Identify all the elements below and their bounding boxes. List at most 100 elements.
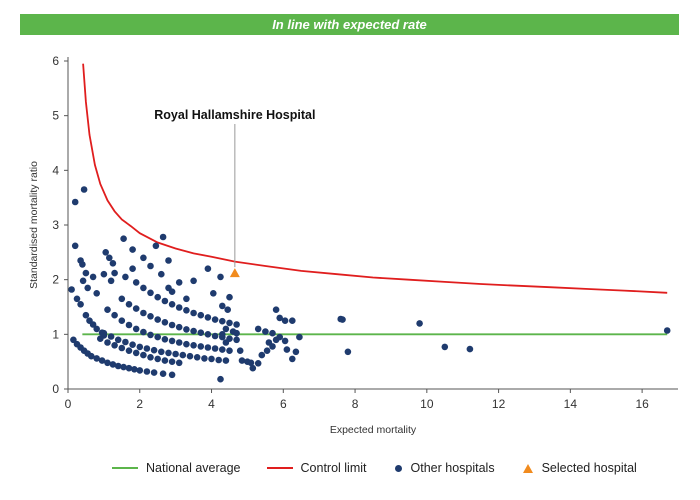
hospital-point [129,246,136,253]
legend-label: National average [146,461,241,475]
hospital-point [161,297,169,305]
hospital-point [219,317,226,325]
legend-label: Selected hospital [541,461,637,475]
hospital-point [344,348,352,356]
hospital-point [132,305,140,312]
hospital-point [204,344,212,351]
hospital-point [172,350,179,358]
legend-swatch-dot [394,464,402,472]
hospital-point [136,343,144,351]
hospital-point [88,352,95,360]
hospital-point [186,352,194,360]
hospital-point [161,336,169,343]
hospital-point [183,295,190,303]
hospital-point [161,319,169,326]
hospital-point [183,307,190,314]
hospital-point [193,354,201,361]
hospital-point [109,361,117,368]
legend-item-national-average: National average [112,461,241,475]
hospital-point [179,351,187,359]
y-tick-label: 0 [52,382,59,396]
hospital-point [233,321,240,328]
hospital-point [441,343,449,351]
hospital-point [109,260,117,267]
hospital-point [82,269,90,277]
hospital-point [132,279,140,286]
hospital-point [150,346,158,354]
hospital-point [80,186,88,193]
hospital-point [132,349,140,357]
hospital-point [263,347,271,355]
hospital-point [197,311,205,319]
hospital-point [208,355,215,363]
hospital-point [129,341,136,349]
hospital-point [219,346,226,353]
x-tick-label: 14 [564,397,578,411]
hospital-point [222,357,230,364]
legend: National average Control limit Other hos… [112,458,663,478]
hospital-point [118,344,126,352]
hospital-point [262,328,269,335]
hospital-point [147,331,154,339]
legend-item-control-limit: Control limit [266,461,367,475]
x-tick-label: 10 [420,397,434,411]
hospital-point [147,262,154,270]
hospital-point [107,277,115,285]
points-layer [68,186,671,383]
hospital-point [79,261,86,268]
hospital-point [143,368,151,375]
hospital-point [125,321,133,329]
hospital-point [190,327,197,335]
hospital-point [143,345,151,352]
hospital-point [111,269,118,277]
hospital-point [416,320,423,327]
x-tick-label: 4 [208,397,215,411]
hospital-point [281,317,289,325]
hospital-point [104,359,111,367]
hospital-point [222,339,230,346]
hospital-point [269,343,276,350]
hospital-point [204,314,212,321]
hospital-point [100,329,108,337]
hospital-point [233,329,240,337]
x-axis-label: Expected mortality [330,424,417,436]
hospital-point [175,359,183,367]
hospital-point [219,331,226,338]
hospital-point [190,342,197,349]
hospital-point [466,345,474,353]
hospital-point [140,254,147,262]
hospital-point [154,355,161,363]
hospital-point [236,347,244,355]
hospital-point [168,371,176,379]
hospital-point [224,306,231,314]
hospital-point [175,339,183,346]
annotation-layer: Royal Hallamshire Hospital [154,108,315,278]
hospital-point [132,325,140,333]
hospital-point [106,254,113,262]
hospital-point [211,332,219,340]
legend-label: Other hospitals [410,461,495,475]
hospital-point [150,369,158,376]
legend-item-selected-hospital: Selected hospital [521,461,637,475]
hospital-point [114,336,122,344]
hospital-point [68,286,75,293]
hospital-point [276,333,284,341]
legend-swatch-line [112,467,138,469]
hospital-point [183,326,190,333]
hospital-point [190,309,197,317]
hospital-point [140,309,147,317]
hospital-point [190,277,197,285]
hospital-point [140,284,147,292]
hospital-point [219,302,226,310]
hospital-point [339,316,346,323]
hospital-point [168,301,176,308]
hospital-point [168,337,176,345]
hospital-point [204,265,212,273]
hospital-point [107,333,115,340]
hospital-point [215,356,222,364]
hospital-point [217,375,224,383]
y-tick-label: 2 [52,273,59,287]
hospital-point [93,325,100,333]
hospital-point [104,306,111,314]
